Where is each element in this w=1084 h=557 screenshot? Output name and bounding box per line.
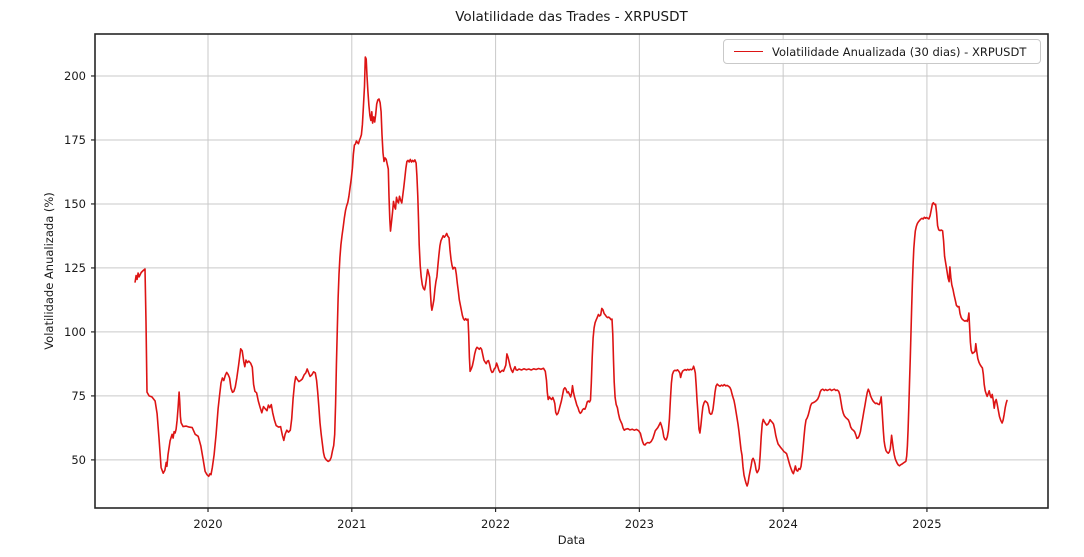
x-tick-label: 2021 <box>337 517 366 531</box>
x-tick-label: 2025 <box>912 517 941 531</box>
x-axis-label: Data <box>557 533 586 547</box>
y-tick-label: 150 <box>64 197 86 211</box>
y-tick-label: 100 <box>64 325 86 339</box>
x-tick-label: 2020 <box>193 517 222 531</box>
axes-frame <box>94 33 1049 509</box>
legend-line-icon <box>734 51 763 52</box>
y-tick-label: 200 <box>64 69 86 83</box>
y-tick-label: 175 <box>64 133 86 147</box>
legend: Volatilidade Anualizada (30 dias) - XRPU… <box>723 39 1041 64</box>
y-tick-label: 50 <box>71 453 86 467</box>
x-tick-label: 2024 <box>769 517 798 531</box>
legend-label: Volatilidade Anualizada (30 dias) - XRPU… <box>772 44 1027 59</box>
y-tick-label: 125 <box>64 261 86 275</box>
volatility-line-series <box>134 56 1008 487</box>
chart-title: Volatilidade das Trades - XRPUSDT <box>455 9 688 25</box>
x-tick-label: 2022 <box>481 517 510 531</box>
y-tick-label: 75 <box>71 389 86 403</box>
x-tick-label: 2023 <box>625 517 654 531</box>
